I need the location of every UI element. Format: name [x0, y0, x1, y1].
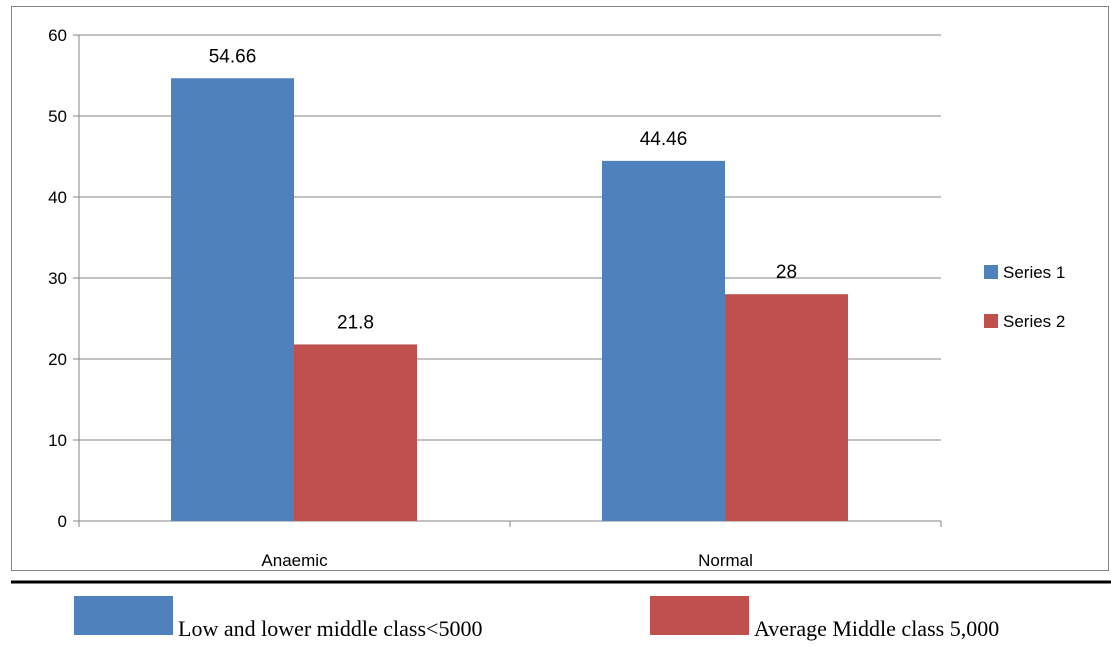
bar-series-2-normal [725, 294, 848, 521]
y-tick-label: 60 [48, 26, 67, 45]
y-tick-label: 40 [48, 188, 67, 207]
bars [171, 78, 848, 521]
bottom-legend-swatch-2 [650, 596, 749, 635]
legend-swatch-series-1 [984, 265, 998, 279]
legend-swatch-series-2 [984, 314, 998, 328]
bottom-legend-label-2: Average Middle class 5,000 [754, 616, 999, 641]
data-label-series-1-anaemic: 54.66 [209, 46, 257, 67]
bar-series-1-anaemic [171, 78, 294, 521]
legend-label-series-2: Series 2 [1003, 312, 1065, 331]
bar-series-1-normal [602, 160, 725, 521]
chart-frame [11, 6, 1109, 571]
data-label-series-1-normal: 44.46 [640, 129, 688, 150]
y-tick-label: 20 [48, 350, 67, 369]
bar-series-2-anaemic [294, 344, 417, 521]
y-tick-label: 50 [48, 107, 67, 126]
data-label-series-2-normal: 28 [776, 262, 797, 283]
data-labels: 54.66 44.46 21.8 28 [209, 46, 797, 333]
bottom-legend: Low and lower middle class<5000 Average … [74, 596, 999, 641]
data-label-series-2-anaemic: 21.8 [337, 312, 374, 333]
y-tick-label: 30 [48, 269, 67, 288]
bottom-legend-label-1: Low and lower middle class<5000 [178, 616, 482, 641]
bottom-legend-swatch-1 [74, 596, 173, 635]
category-label-normal: Normal [698, 551, 753, 570]
y-tick-label: 0 [58, 512, 67, 531]
y-tick-label: 10 [48, 431, 67, 450]
chart-legend: Series 1 Series 2 [984, 263, 1065, 331]
category-label-anaemic: Anaemic [261, 551, 328, 570]
x-axis-category-labels: Anaemic Normal [261, 551, 752, 570]
legend-label-series-1: Series 1 [1003, 263, 1065, 282]
y-axis-tick-labels: 0 10 20 30 40 50 60 [48, 26, 67, 531]
